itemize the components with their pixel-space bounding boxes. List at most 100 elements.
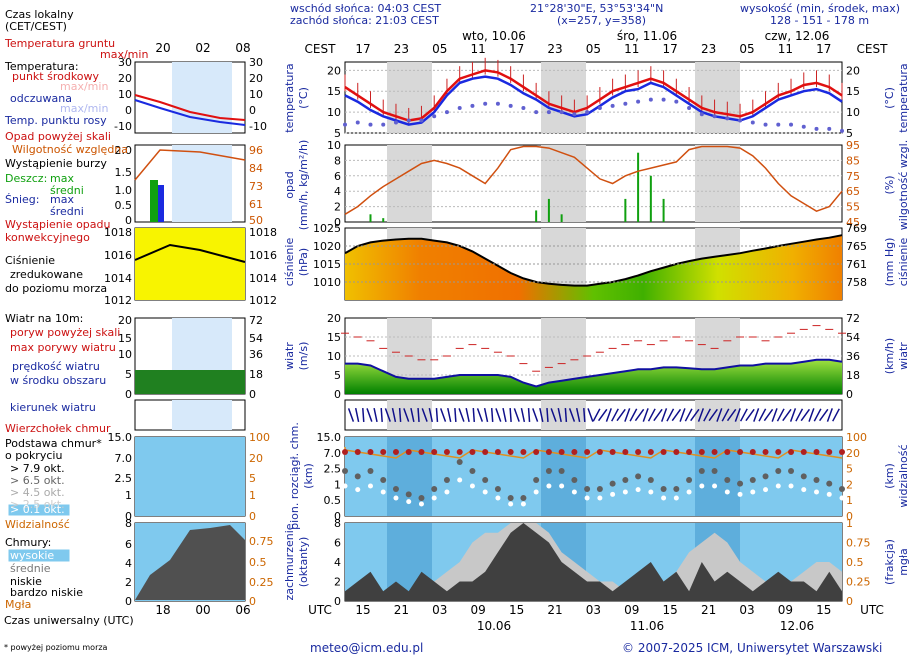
night-band bbox=[387, 62, 432, 133]
wind-arrow bbox=[690, 408, 700, 422]
legend-tick: 20 bbox=[118, 72, 132, 85]
wind-arrow bbox=[763, 408, 774, 422]
cloud-top-point bbox=[788, 449, 795, 455]
cloud-base-point bbox=[507, 495, 514, 501]
legend-label: max bbox=[50, 193, 74, 206]
utc-label: UTC bbox=[308, 603, 332, 617]
wind-arrow bbox=[726, 408, 737, 422]
legend-tick: 0.75 bbox=[249, 535, 274, 548]
night-band bbox=[695, 62, 740, 133]
night-band bbox=[695, 437, 740, 516]
cloud-top-point bbox=[469, 449, 476, 455]
cloud-base-point bbox=[342, 483, 348, 489]
cloud-base-point bbox=[698, 468, 705, 474]
wind-arrow bbox=[465, 407, 470, 423]
rain-bar bbox=[369, 214, 372, 222]
cloud-top-point bbox=[635, 449, 642, 455]
dewpoint-point bbox=[712, 114, 717, 119]
cloud-top-point bbox=[813, 449, 820, 455]
cloud-top-point bbox=[380, 449, 387, 455]
cloud-top-point bbox=[673, 449, 680, 455]
y-tick-label: 761 bbox=[846, 258, 867, 271]
cest-tick-label: 23 bbox=[547, 42, 562, 56]
cloud-base-point bbox=[469, 468, 476, 474]
legend-label: Wystąpienie opadu bbox=[5, 218, 110, 231]
y-tick-label: 75 bbox=[846, 170, 860, 183]
legend-label: (CET/CEST) bbox=[5, 20, 67, 33]
wind-arrow bbox=[502, 407, 507, 423]
cloud-base-point bbox=[520, 501, 526, 507]
legend-label: o pokryciu bbox=[5, 449, 62, 462]
y-tick-label: 15 bbox=[327, 85, 341, 98]
wind-arrow bbox=[391, 407, 397, 423]
y-tick-label: 4 bbox=[334, 185, 341, 198]
wind-arrow bbox=[398, 407, 402, 423]
axis-title: temperatura bbox=[283, 63, 296, 132]
cloud-base-point bbox=[635, 473, 642, 480]
legend-tick: 1012 bbox=[249, 294, 277, 307]
axis-title: wiatr bbox=[283, 342, 296, 370]
axis-title: (km/h) bbox=[883, 338, 896, 374]
y-tick-label: 72 bbox=[846, 312, 860, 325]
axis-title: (°C) bbox=[883, 87, 896, 109]
dewpoint-point bbox=[470, 103, 475, 108]
cloud-top-point bbox=[367, 449, 374, 455]
wind-arrow bbox=[380, 407, 383, 423]
wind-arrow bbox=[734, 408, 741, 422]
cloud-base-point bbox=[800, 473, 807, 480]
legend-tick: 2 bbox=[125, 576, 132, 589]
legend-temp-line bbox=[134, 94, 246, 121]
cloud-base-point bbox=[443, 477, 450, 483]
legend-rain bbox=[150, 180, 158, 222]
cloud-top-point bbox=[392, 449, 399, 455]
cloud-base-point bbox=[647, 477, 654, 483]
legend-tick: 0 bbox=[125, 595, 132, 608]
y-tick-label: 20 bbox=[846, 64, 860, 77]
utc-tick-label: 15 bbox=[509, 603, 524, 617]
cloud-base-point bbox=[839, 495, 845, 501]
axis-title: (oktanty) bbox=[297, 537, 310, 588]
cloud-base-point bbox=[826, 480, 833, 487]
wind-arrow bbox=[634, 408, 645, 422]
y-tick-label: 2 bbox=[846, 478, 853, 491]
legend-tick: 54 bbox=[249, 332, 263, 345]
utc-tick-label: 03 bbox=[739, 603, 754, 617]
cloud-top-point bbox=[724, 449, 731, 455]
utc-tick-label: 21 bbox=[394, 603, 409, 617]
legend-tick: 1 bbox=[249, 489, 256, 502]
dewpoint-point bbox=[789, 122, 794, 127]
legend-label: kierunek wiatru bbox=[10, 401, 96, 414]
cloud-top-point bbox=[456, 449, 463, 455]
axis-title: temperatura bbox=[897, 63, 910, 132]
wind-arrow bbox=[813, 408, 822, 422]
wind-arrow bbox=[509, 407, 512, 423]
legend-label: do poziomu morza bbox=[5, 282, 107, 295]
cloud-top-point bbox=[354, 449, 361, 455]
legend-tick: 4 bbox=[125, 557, 132, 570]
wind-arrow bbox=[597, 408, 608, 422]
cloud-base-point bbox=[826, 491, 832, 497]
cloud-base-point bbox=[584, 495, 590, 501]
rain-bar bbox=[547, 198, 550, 222]
cloud-base-point bbox=[392, 486, 399, 492]
cloud-base-point bbox=[686, 489, 692, 495]
wind-arrow bbox=[454, 407, 457, 423]
pressure-line bbox=[344, 234, 843, 287]
legend-tick: 18 bbox=[249, 368, 263, 381]
axis-title: (km) bbox=[302, 463, 315, 489]
cloud-base-point bbox=[635, 487, 641, 493]
y-tick-label: 1025 bbox=[313, 222, 341, 235]
email-link[interactable]: meteo@icm.edu.pl bbox=[310, 641, 424, 655]
wind-arrow bbox=[789, 408, 797, 422]
rain-bar bbox=[535, 210, 538, 222]
cloud-top-point bbox=[800, 449, 807, 455]
rain-bar bbox=[637, 152, 640, 222]
day-label: 10.06 bbox=[477, 619, 511, 633]
dewpoint-point bbox=[343, 122, 347, 127]
wind-arrow bbox=[679, 408, 686, 422]
y-tick-label: 15 bbox=[327, 331, 341, 344]
utc-legend: Czas uniwersalny (UTC) bbox=[4, 614, 134, 627]
cloud-top-point bbox=[520, 449, 527, 455]
legend-tick: 0 bbox=[249, 104, 256, 117]
wind-arrow bbox=[568, 408, 576, 422]
